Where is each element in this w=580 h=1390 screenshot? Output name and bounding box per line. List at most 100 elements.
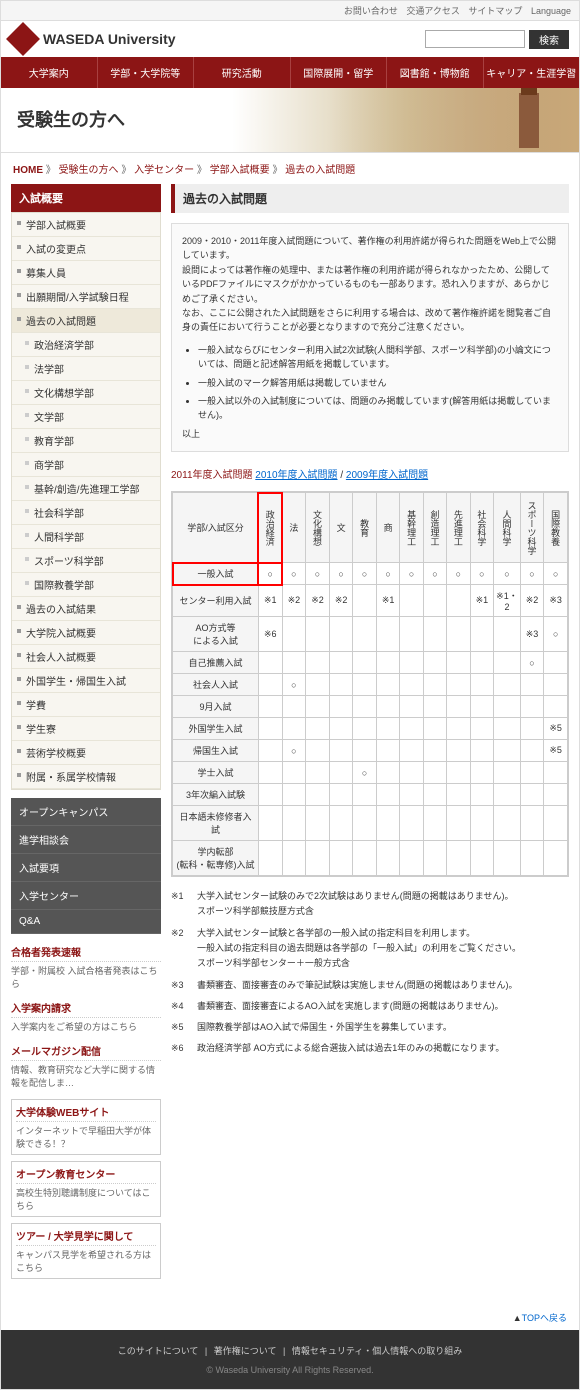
sidebar-link-4[interactable]: オープン教育センター高校生特別聴講制度についてはこちら: [11, 1161, 161, 1217]
cell-3-11[interactable]: ○: [520, 652, 544, 674]
footer-link-2[interactable]: 情報セキュリティ・個人情報への取り組み: [292, 1346, 462, 1356]
footer-link-0[interactable]: このサイトについて: [118, 1346, 199, 1356]
info-box: 2009・2010・2011年度入試問題について、著作権の利用許諾が得られた問題…: [171, 223, 569, 452]
sidebar-item-19[interactable]: 外国学生・帰国生入試: [12, 669, 160, 693]
cell-1-2[interactable]: ※2: [306, 585, 330, 617]
cell-0-9[interactable]: ○: [470, 563, 494, 585]
sidebar-dark-0[interactable]: オープンキャンパス: [11, 798, 161, 826]
footer-link-1[interactable]: 著作権について: [214, 1346, 277, 1356]
sidebar-item-15[interactable]: 国際教養学部: [12, 573, 160, 597]
sidebar-item-4[interactable]: 過去の入試問題: [12, 309, 160, 333]
sidebar-item-0[interactable]: 学部入試概要: [12, 213, 160, 237]
sidebar-link-1[interactable]: 入学案内請求入学案内をご希望の方はこちら: [11, 1000, 161, 1033]
cell-3-10: [494, 652, 521, 674]
cell-4-1[interactable]: ○: [282, 674, 306, 696]
sidebar-item-18[interactable]: 社会人入試概要: [12, 645, 160, 669]
cell-0-4[interactable]: ○: [353, 563, 376, 585]
sidebar-dark-2[interactable]: 入試要項: [11, 854, 161, 882]
cell-1-1[interactable]: ※2: [282, 585, 306, 617]
sidebar: 入試概要 学部入試概要入試の変更点募集人員出願期間/入学試験日程過去の入試問題政…: [11, 184, 161, 1285]
bc-item-3[interactable]: 過去の入試問題: [285, 165, 355, 176]
bc-item-1[interactable]: 入学センター: [134, 165, 194, 176]
sidebar-dark-3[interactable]: 入学センター: [11, 882, 161, 910]
sidebar-item-1[interactable]: 入試の変更点: [12, 237, 160, 261]
sidebar-item-22[interactable]: 芸術学校概要: [12, 741, 160, 765]
gnav-item-0[interactable]: 大学案内: [1, 57, 98, 88]
sidebar-item-14[interactable]: スポーツ科学部: [12, 549, 160, 573]
cell-1-12[interactable]: ※3: [544, 585, 568, 617]
gnav-item-4[interactable]: 図書館・博物館: [387, 57, 484, 88]
sidebar-link-3[interactable]: 大学体験WEBサイトインターネットで早稲田大学が体験できる！？: [11, 1099, 161, 1155]
cell-0-5[interactable]: ○: [376, 563, 400, 585]
cell-0-3[interactable]: ○: [329, 563, 353, 585]
search-button[interactable]: 検索: [529, 30, 569, 49]
cell-7-12[interactable]: ※5: [544, 740, 568, 762]
gnav-item-1[interactable]: 学部・大学院等: [98, 57, 195, 88]
cell-5-3: [329, 696, 353, 718]
sidebar-item-13[interactable]: 人間科学部: [12, 525, 160, 549]
sidebar-item-11[interactable]: 基幹/創造/先進理工学部: [12, 477, 160, 501]
sidebar-item-20[interactable]: 学費: [12, 693, 160, 717]
cell-1-11[interactable]: ※2: [520, 585, 544, 617]
cell-2-12[interactable]: ○: [544, 617, 568, 652]
gnav-item-3[interactable]: 国際展開・留学: [291, 57, 388, 88]
cell-0-12[interactable]: ○: [544, 563, 568, 585]
sidebar-link-2[interactable]: メールマガジン配信情報、教育研究など大学に関する情報を配信しま…: [11, 1043, 161, 1089]
cell-6-12[interactable]: ※5: [544, 718, 568, 740]
cell-1-10[interactable]: ※1・2: [494, 585, 521, 617]
cell-8-4[interactable]: ○: [353, 762, 376, 784]
cell-0-8[interactable]: ○: [447, 563, 470, 585]
sidebar-item-7[interactable]: 文化構想学部: [12, 381, 160, 405]
year-link-2010[interactable]: 2010年度入試問題: [255, 470, 337, 481]
cell-7-6: [400, 740, 423, 762]
util-contact[interactable]: お問い合わせ: [344, 6, 398, 16]
cell-10-12: [544, 806, 568, 841]
sidebar-item-12[interactable]: 社会科学部: [12, 501, 160, 525]
search-input[interactable]: [425, 30, 525, 48]
cell-0-7[interactable]: ○: [423, 563, 446, 585]
sidebar-link-0[interactable]: 合格者発表速報学部・附属校 入試合格者発表はこちら: [11, 944, 161, 990]
back-to-top-link[interactable]: TOPへ戻る: [522, 1313, 567, 1323]
cell-2-0[interactable]: ※6: [258, 617, 282, 652]
cell-0-0[interactable]: ○: [258, 563, 282, 585]
sidebar-item-16[interactable]: 過去の入試結果: [12, 597, 160, 621]
cell-1-3[interactable]: ※2: [329, 585, 353, 617]
sidebar-item-10[interactable]: 商学部: [12, 453, 160, 477]
sidebar-item-8[interactable]: 文学部: [12, 405, 160, 429]
bc-home[interactable]: HOME: [13, 165, 43, 176]
util-sitemap[interactable]: サイトマップ: [468, 6, 522, 16]
sidebar-item-21[interactable]: 学生寮: [12, 717, 160, 741]
note-0: ※1大学入試センター試験のみで2次試験はありません(問題の掲載はありません)。ス…: [171, 889, 569, 923]
cell-10-8: [447, 806, 470, 841]
cell-0-1[interactable]: ○: [282, 563, 306, 585]
sidebar-item-6[interactable]: 法学部: [12, 357, 160, 381]
year-link-2009[interactable]: 2009年度入試問題: [346, 470, 428, 481]
gnav-item-5[interactable]: キャリア・生涯学習: [484, 57, 580, 88]
sidebar-dark-1[interactable]: 進学相談会: [11, 826, 161, 854]
bc-item-0[interactable]: 受験生の方へ: [59, 165, 119, 176]
cell-7-1[interactable]: ○: [282, 740, 306, 762]
sidebar-dark-4[interactable]: Q&A: [11, 910, 161, 934]
sidebar-item-17[interactable]: 大学院入試概要: [12, 621, 160, 645]
bc-item-2[interactable]: 学部入試概要: [210, 165, 270, 176]
util-language[interactable]: Language: [531, 6, 571, 16]
cell-1-9[interactable]: ※1: [470, 585, 494, 617]
sidebar-item-5[interactable]: 政治経済学部: [12, 333, 160, 357]
cell-0-11[interactable]: ○: [520, 563, 544, 585]
cell-1-5[interactable]: ※1: [376, 585, 400, 617]
sidebar-item-9[interactable]: 教育学部: [12, 429, 160, 453]
sidebar-item-23[interactable]: 附属・系属学校情報: [12, 765, 160, 789]
cell-0-6[interactable]: ○: [400, 563, 423, 585]
util-access[interactable]: 交通アクセス: [406, 6, 460, 16]
sidebar-item-3[interactable]: 出願期間/入学試験日程: [12, 285, 160, 309]
th-col-5: 商: [376, 493, 400, 563]
sidebar-link-5[interactable]: ツアー / 大学見学に関してキャンパス見学を希望される方はこちら: [11, 1223, 161, 1279]
cell-4-5: [376, 674, 400, 696]
cell-0-10[interactable]: ○: [494, 563, 521, 585]
cell-0-2[interactable]: ○: [306, 563, 330, 585]
info-bullet: 一般入試ならびにセンター利用入試2次試験(人間科学部、スポーツ科学部)の小論文に…: [198, 343, 558, 372]
cell-2-11[interactable]: ※3: [520, 617, 544, 652]
gnav-item-2[interactable]: 研究活動: [194, 57, 291, 88]
sidebar-item-2[interactable]: 募集人員: [12, 261, 160, 285]
cell-1-0[interactable]: ※1: [258, 585, 282, 617]
